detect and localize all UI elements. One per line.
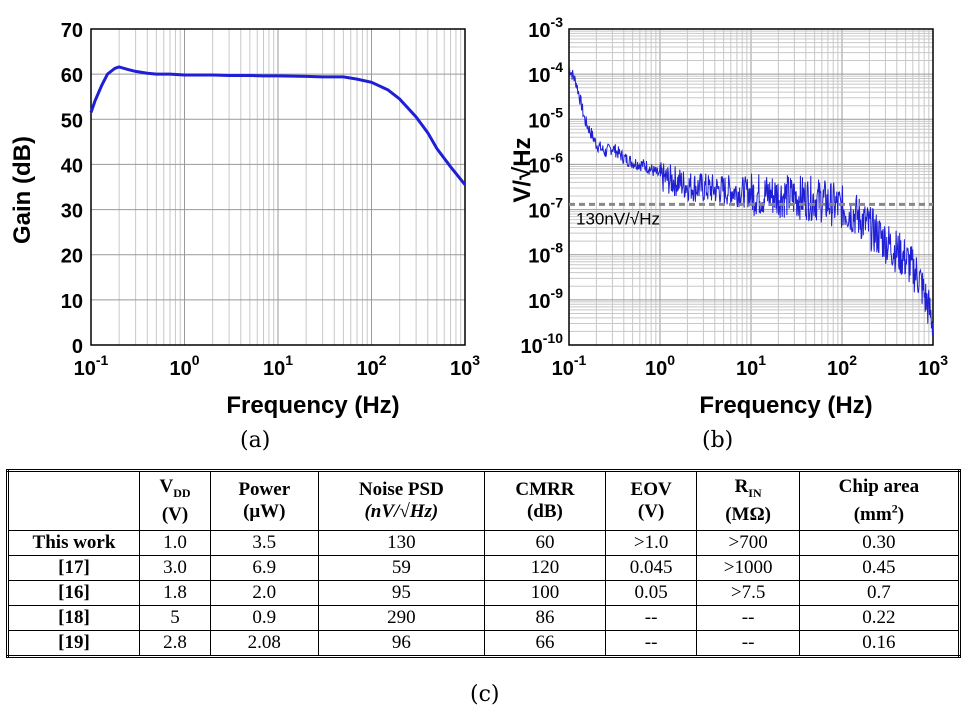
- table-cell: 0.7: [798, 580, 961, 606]
- header-eov: EOV (V): [604, 470, 698, 531]
- header-vdd: VDD (V): [138, 470, 212, 531]
- comparison-table-wrap: VDD (V) Power (μW) Noise PSD (nV/√Hz) CMRR(…: [6, 469, 961, 658]
- noise-annotation: 130nV/√Hz: [576, 209, 660, 228]
- caption-c: (c): [470, 682, 500, 707]
- table-body: This work 1.0 3.5 130 60 >1.0 >700 0.30 [17] 3.0 6…: [7, 530, 961, 657]
- table-cell: 6.9: [210, 555, 319, 581]
- table-cell: 120: [484, 555, 606, 581]
- x-tick-label: 103: [918, 352, 948, 380]
- comparison-table: VDD (V) Power (μW) Noise PSD (nV/√Hz) CMRR(…: [6, 469, 961, 658]
- y-tick-label: 0: [72, 336, 83, 358]
- table-cell: 1.0: [138, 530, 212, 556]
- header-power: Power (μW): [210, 470, 319, 531]
- y-tick-label: 70: [61, 20, 83, 42]
- table-cell: 100: [484, 580, 606, 606]
- noise-xlabel: Frequency (Hz): [699, 392, 872, 419]
- table-row: This work 1.0 3.5 130 60 >1.0 >700 0.30: [7, 530, 961, 556]
- noise-psd-chart: 10-1 100 101 102 10310-1010-910-810-710-610-…: [509, 14, 948, 419]
- y-tick-label: 50: [61, 110, 83, 132]
- table-cell: 66: [484, 630, 606, 657]
- row-label: [18]: [7, 605, 140, 631]
- table-cell: 0.9: [210, 605, 319, 631]
- y-tick-label: 10-3: [528, 14, 563, 42]
- table-cell: --: [696, 630, 800, 657]
- x-tick-label: 101: [263, 352, 293, 380]
- table-cell: 2.08: [210, 630, 319, 657]
- table-cell: --: [696, 605, 800, 631]
- y-tick-label: 10-9: [528, 285, 563, 313]
- y-tick-label: 30: [61, 201, 83, 223]
- row-label: This work: [7, 530, 140, 556]
- table-cell: 290: [317, 605, 486, 631]
- y-tick-label: 10-8: [528, 240, 563, 268]
- gain-xlabel: Frequency (Hz): [226, 392, 399, 419]
- noise-plot-frame: [568, 28, 934, 346]
- table-cell: 1.8: [138, 580, 212, 606]
- table-header-row: VDD (V) Power (μW) Noise PSD (nV/√Hz) CMRR(…: [7, 470, 961, 531]
- table-cell: >7.5: [696, 580, 800, 606]
- table-cell: >1.0: [604, 530, 698, 556]
- gain-series-line: [89, 65, 467, 186]
- table-row: [18] 5 0.9 290 86 -- -- 0.22: [7, 605, 961, 631]
- table-row: [19] 2.8 2.08 96 66 -- -- 0.16: [7, 630, 961, 657]
- table-cell: 2.0: [210, 580, 319, 606]
- table-row: [16] 1.8 2.0 95 100 0.05 >7.5 0.7: [7, 580, 961, 606]
- x-tick-label: 103: [450, 352, 480, 380]
- noise-ylabel: V/√Hz: [509, 137, 536, 202]
- table-cell: 95: [317, 580, 486, 606]
- table-cell: 0.05: [604, 580, 698, 606]
- table-cell: 0.45: [798, 555, 961, 581]
- y-tick-label: 10: [61, 291, 83, 313]
- table-cell: 59: [317, 555, 486, 581]
- table-cell: 5: [138, 605, 212, 631]
- row-label: [17]: [7, 555, 140, 581]
- gain-chart-grid: [90, 28, 465, 346]
- y-tick-label: 10-4: [528, 59, 563, 87]
- table-cell: --: [604, 605, 698, 631]
- y-tick-label: 60: [61, 65, 83, 87]
- table-cell: >1000: [696, 555, 800, 581]
- table-row: [17] 3.0 6.9 59 120 0.045 >1000 0.45: [7, 555, 961, 581]
- y-tick-label: 10-5: [528, 104, 563, 132]
- x-tick-label: 102: [827, 352, 857, 380]
- table-cell: 3.0: [138, 555, 212, 581]
- y-tick-label: 20: [61, 246, 83, 268]
- row-label: [16]: [7, 580, 140, 606]
- table-cell: 96: [317, 630, 486, 657]
- y-tick-label: 40: [61, 155, 83, 177]
- y-tick-label: 10-10: [521, 330, 564, 358]
- table-cell: --: [604, 630, 698, 657]
- row-label: [19]: [7, 630, 140, 657]
- table-cell: >700: [696, 530, 800, 556]
- header-chip-area: Chip area (mm2): [798, 470, 961, 531]
- caption-a: (a): [240, 428, 271, 453]
- x-tick-label: 100: [645, 352, 675, 380]
- table-cell: 3.5: [210, 530, 319, 556]
- x-tick-label: 102: [356, 352, 386, 380]
- caption-b: (b): [702, 428, 734, 453]
- gain-ylabel: Gain (dB): [9, 136, 36, 244]
- gain-plot-frame: [90, 28, 466, 346]
- table-cell: 2.8: [138, 630, 212, 657]
- x-tick-label: 10-1: [552, 352, 587, 380]
- table-cell: 0.30: [798, 530, 961, 556]
- table-cell: 0.16: [798, 630, 961, 657]
- table-corner-cell: [7, 470, 140, 531]
- table-cell: 86: [484, 605, 606, 631]
- x-tick-label: 100: [169, 352, 199, 380]
- table-cell: 0.22: [798, 605, 961, 631]
- table-cell: 60: [484, 530, 606, 556]
- x-tick-label: 101: [736, 352, 766, 380]
- header-cmrr: CMRR (dB): [484, 470, 606, 531]
- table-cell: 130: [317, 530, 486, 556]
- header-noise-psd: Noise PSD (nV/√Hz): [317, 470, 486, 531]
- header-rin: RIN (MΩ): [696, 470, 800, 531]
- table-cell: 0.045: [604, 555, 698, 581]
